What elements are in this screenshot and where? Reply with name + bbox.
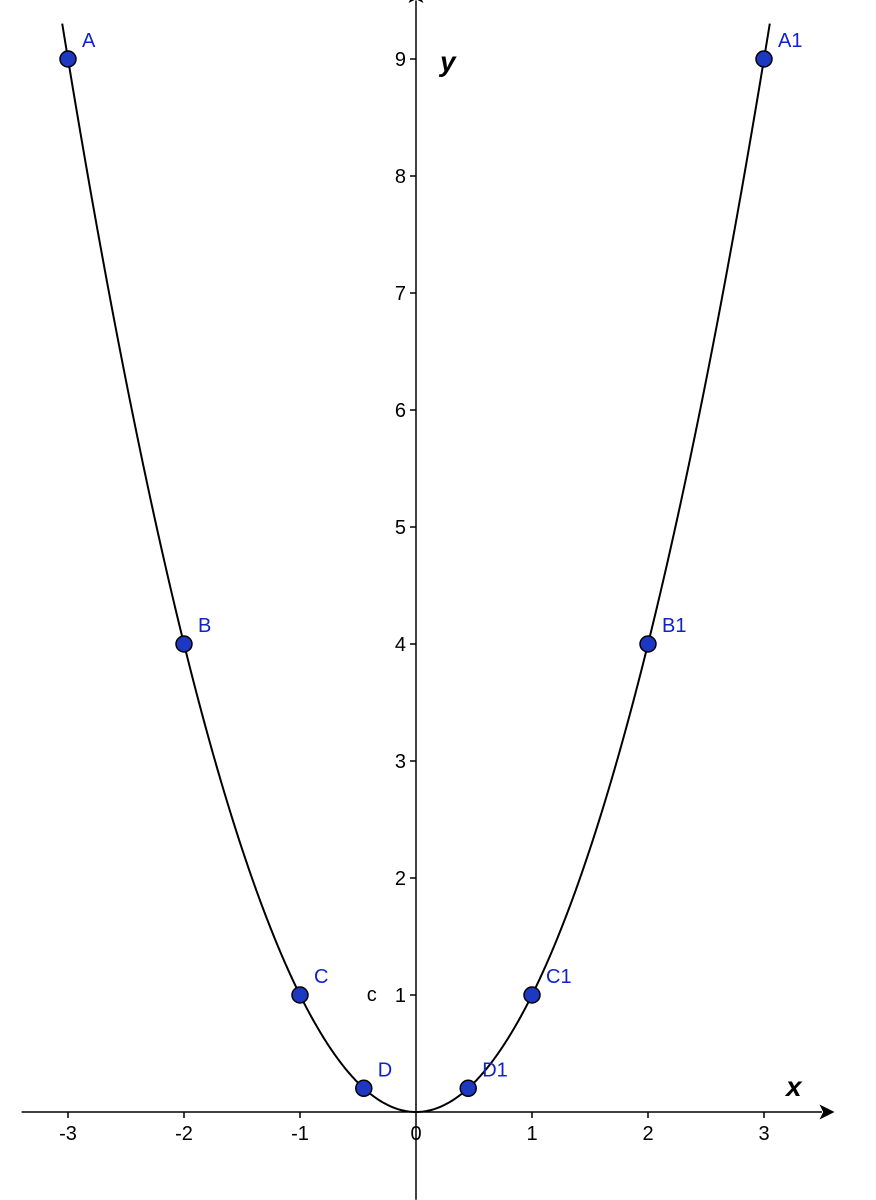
x-tick-label: -2 [175,1123,193,1145]
y-tick-label: 7 [395,283,406,305]
parabola-chart: -3 -2 -1 0 1 2 3 1 2 3 4 5 6 7 8 9 y x c A B C D D1 C1 B1 A1 [0,0,876,1200]
point-D1 [460,1080,476,1096]
y-tick-label: 5 [395,517,406,539]
y-tick-label: 1 [395,985,406,1007]
point-label-D: D [378,1059,392,1081]
x-tick-label: 3 [758,1123,769,1145]
point-A1 [756,51,772,67]
y-tick-label: 8 [395,166,406,188]
point-label-C: C [314,966,328,988]
x-axis-label: x [784,1071,803,1102]
y-tick-label: 9 [395,49,406,71]
point-label-A1: A1 [778,30,802,52]
chart-background [0,0,876,1200]
x-tick-label: -3 [59,1123,77,1145]
c-label: c [367,984,377,1006]
y-tick-label: 3 [395,751,406,773]
point-label-D1: D1 [482,1059,508,1081]
x-tick-label: -1 [291,1123,309,1145]
y-axis-label: y [438,46,457,77]
point-C [292,987,308,1003]
y-tick-label: 2 [395,868,406,890]
point-A [60,51,76,67]
point-B1 [640,636,656,652]
point-label-A: A [82,30,96,52]
x-tick-label: 0 [410,1123,421,1145]
y-tick-label: 6 [395,400,406,422]
point-D [356,1080,372,1096]
point-B [176,636,192,652]
y-tick-label: 4 [395,634,406,656]
point-label-B1: B1 [662,615,686,637]
x-tick-label: 2 [642,1123,653,1145]
point-label-B: B [198,615,211,637]
point-label-C1: C1 [546,966,572,988]
x-tick-label: 1 [526,1123,537,1145]
point-C1 [524,987,540,1003]
